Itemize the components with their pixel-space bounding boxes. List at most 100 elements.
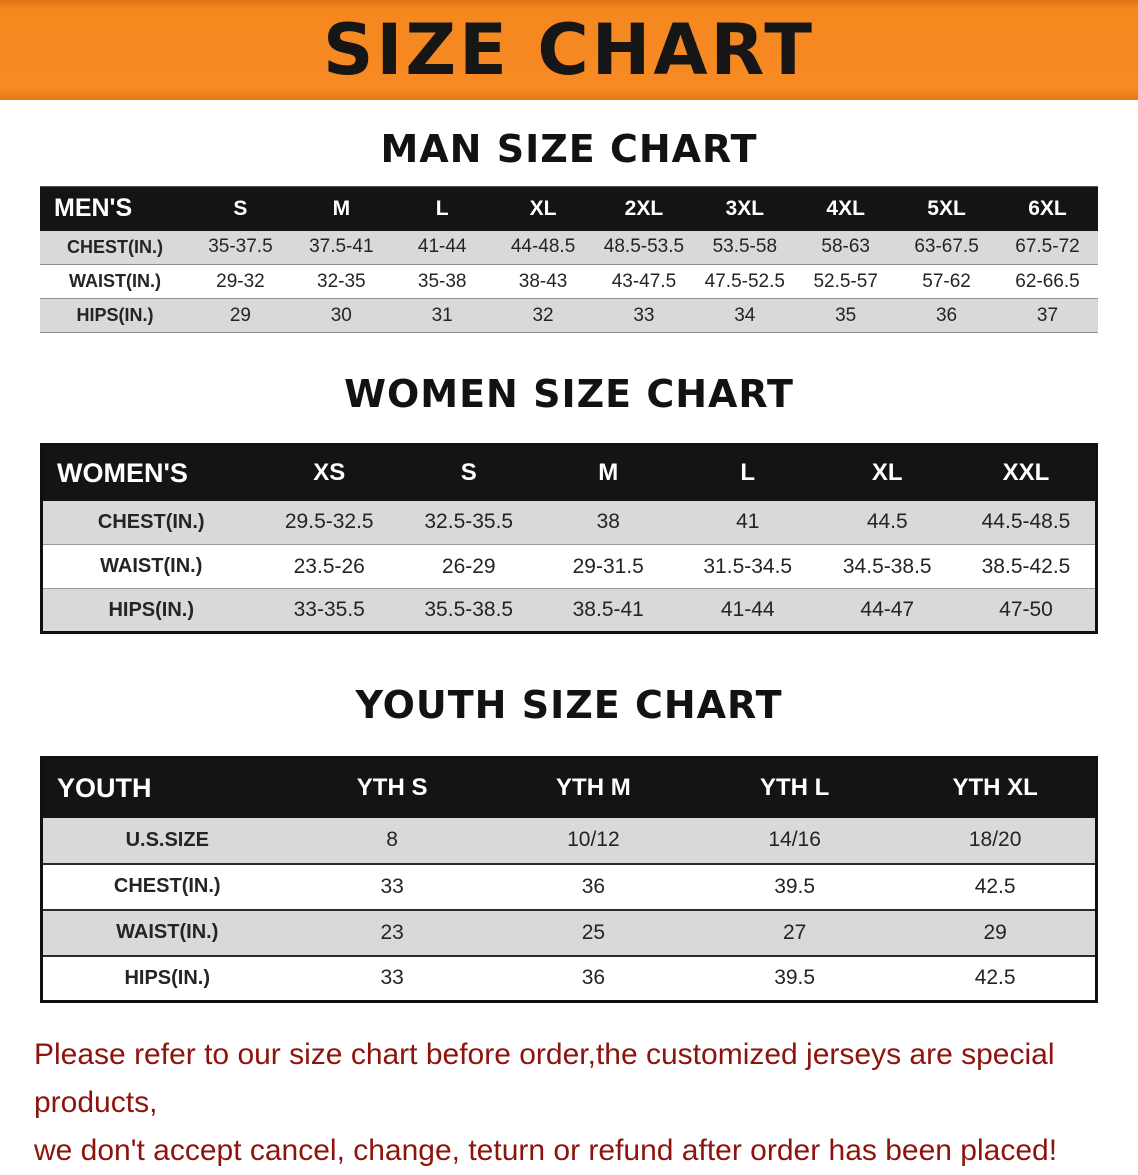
table-row: U.S.SIZE 8 10/12 14/16 18/20 [41,817,1097,865]
row-label-cell: CHEST(IN.) [41,500,260,545]
table-header-row: MEN'S S M L XL 2XL 3XL 4XL 5XL 6XL [40,186,1098,231]
footer-line-1: Please refer to our size chart before or… [34,1038,1055,1119]
size-header-cell: 2XL [593,186,695,231]
row-label-cell: HIPS(IN.) [41,588,260,633]
section-youth-size-chart: YOUTH SIZE CHART YOUTH YTH S YTH M YTH L YTH… [0,686,1138,1003]
value-cell: 37.5-41 [290,230,392,265]
size-header-cell: XL [817,444,957,501]
table-row: CHEST(IN.) 35-37.5 37.5-41 41-44 44-48.5 48.5… [40,230,1098,265]
value-cell: 31 [391,298,493,333]
row-label-cell: HIPS(IN.) [40,298,190,333]
value-cell: 29-32 [190,264,291,299]
table-header-row: YOUTH YTH S YTH M YTH L YTH XL [41,757,1097,818]
value-cell: 35.5-38.5 [399,588,539,633]
value-cell: 30 [290,298,392,333]
footer-note: Please refer to our size chart before or… [0,1031,1138,1175]
value-cell: 33 [593,298,695,333]
value-cell: 31.5-34.5 [678,544,818,589]
youth-size-chart-heading: YOUTH SIZE CHART [355,683,783,727]
size-chart-banner: SIZE CHART [0,0,1138,100]
value-cell: 32 [492,298,594,333]
value-cell: 33 [291,955,493,1003]
value-cell: 38 [538,500,678,545]
size-header-cell: XS [259,444,399,501]
table-header-row: WOMEN'S XS S M L XL XXL [41,444,1097,501]
table-row: HIPS(IN.) 33 36 39.5 42.5 [41,955,1097,1003]
value-cell: 38.5-41 [538,588,678,633]
value-cell: 36 [492,863,694,911]
value-cell: 29 [895,909,1097,957]
value-cell: 27 [694,909,896,957]
row-label-cell: WAIST(IN.) [41,544,260,589]
table-row: WAIST(IN.) 23.5-26 26-29 29-31.5 31.5-34.5 34… [41,544,1097,589]
value-cell: 34.5-38.5 [817,544,957,589]
value-cell: 36 [492,955,694,1003]
size-header-cell: YTH S [291,757,493,818]
table-row: HIPS(IN.) 33-35.5 35.5-38.5 38.5-41 41-44 44-… [41,588,1097,633]
value-cell: 44.5 [817,500,957,545]
row-label-cell: CHEST(IN.) [41,863,292,911]
women-size-chart-heading: WOMEN SIZE CHART [344,372,794,416]
value-cell: 38.5-42.5 [957,544,1097,589]
value-cell: 52.5-57 [795,264,897,299]
value-cell: 37 [997,298,1098,333]
value-cell: 35 [795,298,897,333]
value-cell: 14/16 [694,817,896,865]
value-cell: 23 [291,909,493,957]
size-header-cell: M [538,444,678,501]
value-cell: 35-37.5 [190,230,291,265]
value-cell: 32.5-35.5 [399,500,539,545]
value-cell: 42.5 [895,955,1097,1003]
table-row: CHEST(IN.) 29.5-32.5 32.5-35.5 38 41 44.5 44.5… [41,500,1097,545]
value-cell: 35-38 [391,264,493,299]
value-cell: 44-47 [817,588,957,633]
banner-title: SIZE CHART [322,9,816,91]
table-row: HIPS(IN.) 29 30 31 32 33 34 35 36 37 [40,298,1098,333]
value-cell: 25 [492,909,694,957]
value-cell: 34 [694,298,796,333]
womens-size-table: WOMEN'S XS S M L XL XXL CHEST(IN.) 29.5-32.5 32.5… [40,443,1098,634]
youth-size-table: YOUTH YTH S YTH M YTH L YTH XL U.S.SIZE 8 10/12… [40,756,1098,1003]
mens-size-table: MEN'S S M L XL 2XL 3XL 4XL 5XL 6XL CHEST(IN.) 35-37… [40,186,1098,333]
value-cell: 44.5-48.5 [957,500,1097,545]
table-title-cell: MEN'S [40,186,190,231]
size-header-cell: 4XL [795,186,897,231]
value-cell: 26-29 [399,544,539,589]
size-header-cell: M [290,186,392,231]
row-label-cell: WAIST(IN.) [41,909,292,957]
value-cell: 62-66.5 [997,264,1098,299]
value-cell: 32-35 [290,264,392,299]
size-header-cell: 3XL [694,186,796,231]
row-label-cell: CHEST(IN.) [40,230,190,265]
size-header-cell: YTH XL [895,757,1097,818]
size-header-cell: YTH L [694,757,896,818]
value-cell: 10/12 [492,817,694,865]
value-cell: 18/20 [895,817,1097,865]
value-cell: 29-31.5 [538,544,678,589]
value-cell: 44-48.5 [492,230,594,265]
value-cell: 41-44 [678,588,818,633]
size-header-cell: L [391,186,493,231]
table-title-cell: YOUTH [41,757,292,818]
value-cell: 39.5 [694,863,896,911]
value-cell: 58-63 [795,230,897,265]
size-header-cell: XL [492,186,594,231]
size-header-cell: S [399,444,539,501]
size-header-cell: 5XL [896,186,997,231]
value-cell: 57-62 [896,264,997,299]
value-cell: 38-43 [492,264,594,299]
value-cell: 41 [678,500,818,545]
man-size-chart-heading: MAN SIZE CHART [380,127,758,171]
value-cell: 33-35.5 [259,588,399,633]
value-cell: 47-50 [957,588,1097,633]
footer-line-2: we don't accept cancel, change, teturn o… [34,1134,1058,1167]
value-cell: 39.5 [694,955,896,1003]
value-cell: 23.5-26 [259,544,399,589]
table-row: CHEST(IN.) 33 36 39.5 42.5 [41,863,1097,911]
value-cell: 42.5 [895,863,1097,911]
value-cell: 36 [896,298,997,333]
size-header-cell: S [190,186,291,231]
value-cell: 41-44 [391,230,493,265]
value-cell: 43-47.5 [593,264,695,299]
value-cell: 67.5-72 [997,230,1098,265]
